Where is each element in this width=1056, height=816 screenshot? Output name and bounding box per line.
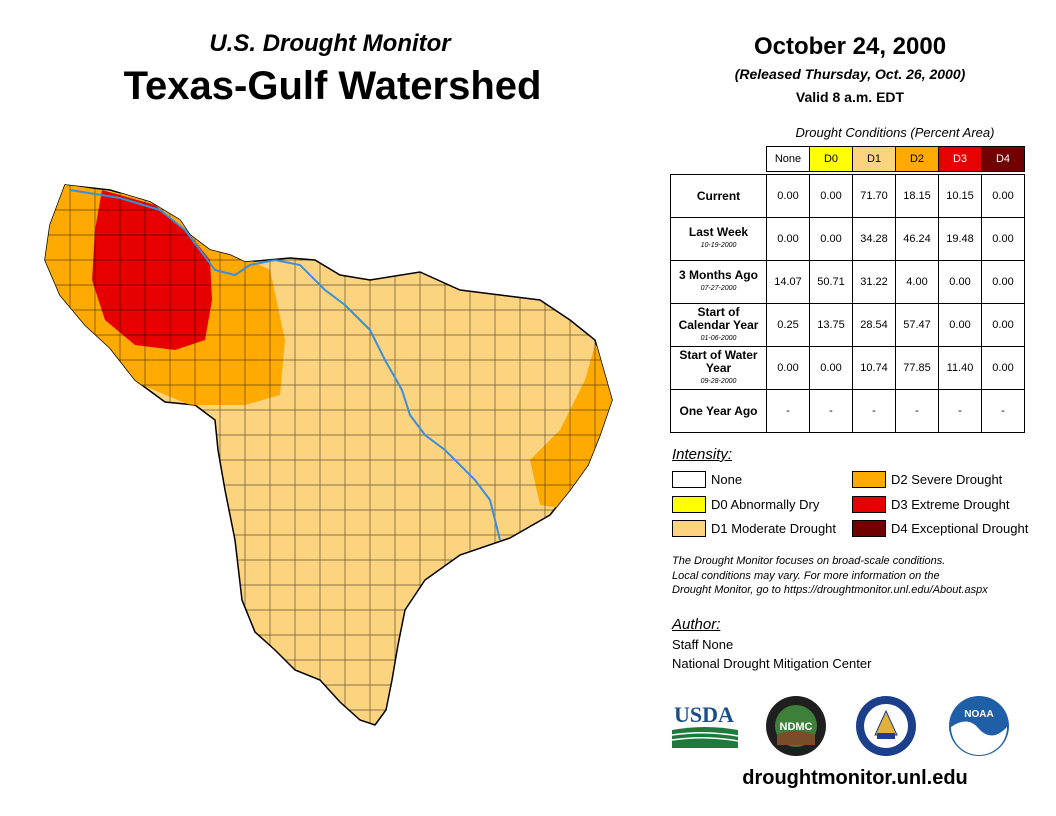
cell-d1: 10.74 (852, 346, 896, 390)
cell-d0: 13.75 (809, 303, 853, 347)
legend-swatch (852, 520, 886, 537)
noaa-logo: NOAA (949, 696, 1009, 756)
row-label: Start of Water Year 09-28-2000 (670, 346, 767, 390)
legend-label: None (711, 472, 743, 487)
cell-d1: - (852, 389, 896, 433)
legend-item-d0: D0 Abnormally Dry (672, 496, 819, 513)
table-row-one-year-ago: One Year Ago - - - - - - (670, 389, 1025, 433)
legend-title: Intensity: (672, 446, 733, 463)
table-caption: Drought Conditions (Percent Area) (795, 125, 995, 140)
note-line: Local conditions may vary. For more info… (672, 569, 940, 582)
cell-d0: 0.00 (809, 346, 853, 390)
cell-d1: 28.54 (852, 303, 896, 347)
website-link[interactable]: droughtmonitor.unl.edu (742, 767, 968, 789)
drought-conditions-table: None D0 D1 D2 D3 D4 Current 0.00 0.00 71… (670, 146, 1025, 433)
legend-swatch (852, 471, 886, 488)
commerce-seal-icon (856, 696, 916, 756)
cell-d2: 46.24 (895, 217, 939, 261)
cell-d3: 19.48 (938, 217, 982, 261)
row-label: 3 Months Ago 07-27-2000 (670, 260, 767, 304)
legend-label: D0 Abnormally Dry (711, 497, 820, 512)
cell-d2: 57.47 (895, 303, 939, 347)
cell-d3: 0.00 (938, 303, 982, 347)
col-header-d0: D0 (809, 146, 853, 172)
cell-d0: 50.71 (809, 260, 853, 304)
cell-d3: - (938, 389, 982, 433)
legend-swatch (672, 471, 706, 488)
river (69, 189, 501, 541)
legend-swatch (672, 496, 706, 513)
disclaimer-note: The Drought Monitor focuses on broad-sca… (672, 554, 1032, 598)
header-blank-cell (671, 147, 767, 172)
cell-d2: 77.85 (895, 346, 939, 390)
cell-d1: 31.22 (852, 260, 896, 304)
author-heading: Author: (672, 616, 721, 633)
col-header-d2: D2 (895, 146, 939, 172)
table-row-start-calendar-year: Start of Calendar Year 01-06-2000 0.25 13… (670, 303, 1025, 347)
cell-none: 0.00 (766, 174, 810, 218)
legend-label: D4 Exceptional Drought (891, 521, 1029, 536)
cell-none: 14.07 (766, 260, 810, 304)
cell-none: 0.00 (766, 346, 810, 390)
cell-d4: 0.00 (981, 346, 1025, 390)
cell-none: 0.25 (766, 303, 810, 347)
cell-d4: 0.00 (981, 174, 1025, 218)
cell-d2: - (895, 389, 939, 433)
legend-label: D2 Severe Drought (891, 472, 1003, 487)
row-label: Start of Calendar Year 01-06-2000 (670, 303, 767, 347)
row-label: One Year Ago (670, 389, 767, 433)
cell-d2: 18.15 (895, 174, 939, 218)
cell-d3: 10.15 (938, 174, 982, 218)
cell-d4: 0.00 (981, 260, 1025, 304)
table-row-3-months-ago: 3 Months Ago 07-27-2000 14.07 50.71 31.22… (670, 260, 1025, 304)
legend-swatch (672, 520, 706, 537)
cell-d0: 0.00 (809, 174, 853, 218)
watershed-map (44, 184, 613, 726)
col-header-d1: D1 (852, 146, 896, 172)
row-label: Current (670, 174, 767, 218)
map-date: October 24, 2000 (753, 33, 947, 60)
note-line: The Drought Monitor focuses on broad-sca… (672, 555, 946, 567)
row-label: Last Week 10-19-2000 (670, 217, 767, 261)
table-row-last-week: Last Week 10-19-2000 0.00 0.00 34.28 46.2… (670, 217, 1025, 261)
svg-text:NDMC: NDMC (780, 721, 813, 733)
cell-d3: 0.00 (938, 260, 982, 304)
table-header-row: None D0 D1 D2 D3 D4 (671, 146, 1025, 172)
ndmc-logo: NDMC (766, 696, 826, 756)
col-header-none: None (766, 146, 810, 172)
cell-d0: 0.00 (809, 217, 853, 261)
svg-text:NOAA: NOAA (964, 709, 993, 720)
cell-d3: 11.40 (938, 346, 982, 390)
release-date: (Released Thursday, Oct. 26, 2000) (734, 66, 966, 82)
col-header-d3: D3 (938, 146, 982, 172)
legend-label: D1 Moderate Drought (711, 521, 837, 536)
cell-d1: 34.28 (852, 217, 896, 261)
map-title: Texas-Gulf Watershed (123, 64, 542, 108)
cell-none: - (766, 389, 810, 433)
legend-item-none: None (672, 471, 742, 488)
cell-d1: 71.70 (852, 174, 896, 218)
usda-logo: USDA (672, 702, 738, 748)
cell-d2: 4.00 (895, 260, 939, 304)
legend-item-d3: D3 Extreme Drought (852, 496, 1010, 513)
legend-item-d2: D2 Severe Drought (852, 471, 1002, 488)
legend-item-d4: D4 Exceptional Drought (852, 520, 1028, 537)
valid-time: Valid 8 a.m. EDT (795, 89, 905, 105)
author-name: Staff None (672, 637, 734, 652)
table-row-current: Current 0.00 0.00 71.70 18.15 10.15 0.00 (670, 174, 1025, 218)
svg-text:USDA: USDA (674, 702, 734, 727)
cell-none: 0.00 (766, 217, 810, 261)
col-header-d4: D4 (981, 146, 1025, 172)
author-org: National Drought Mitigation Center (672, 656, 872, 671)
legend-swatch (852, 496, 886, 513)
legend-item-d1: D1 Moderate Drought (672, 520, 836, 537)
cell-d4: 0.00 (981, 217, 1025, 261)
table-row-start-water-year: Start of Water Year 09-28-2000 0.00 0.00 … (670, 346, 1025, 390)
cell-d4: - (981, 389, 1025, 433)
cell-d4: 0.00 (981, 303, 1025, 347)
map-subtitle: U.S. Drought Monitor (209, 30, 451, 57)
legend-label: D3 Extreme Drought (891, 497, 1010, 512)
note-line: Drought Monitor, go to https://droughtmo… (672, 584, 988, 596)
cell-d0: - (809, 389, 853, 433)
